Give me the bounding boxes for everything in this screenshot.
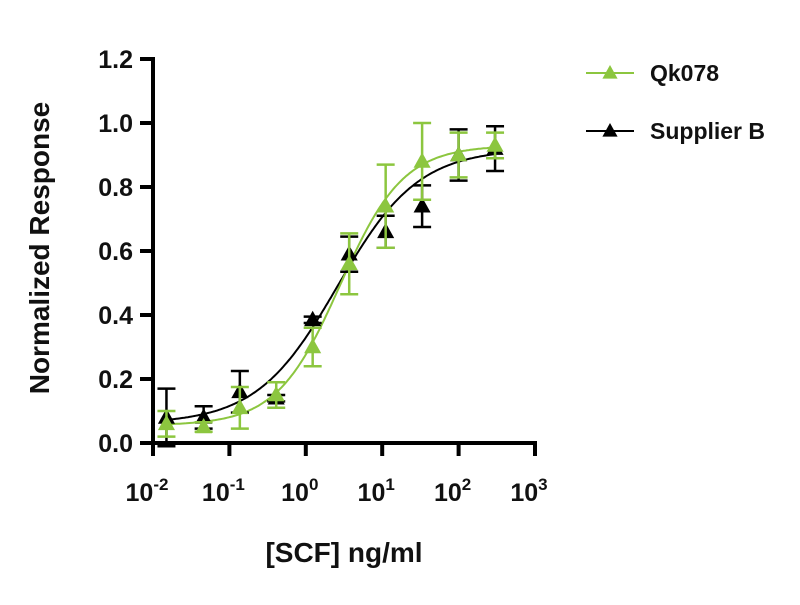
triangle-marker [157,414,176,431]
legend-marker [602,65,618,79]
triangle-marker [195,418,213,434]
triangle-marker [340,254,358,271]
triangle-marker [267,386,285,402]
x-tick-label: 10-1 [202,475,245,507]
x-tick-label: 100 [281,475,318,507]
data-point [303,310,322,327]
legend: Supplier B Qk078 [586,60,765,144]
triangle-marker [195,408,213,424]
y-tick-label: 1.0 [98,110,133,138]
triangle-marker [304,338,322,354]
y-tick-label: 0.8 [98,174,133,202]
y-tick-label: 0.0 [98,430,133,458]
y-axis-label: Normalized Response [24,102,55,395]
fit-curve-0 [166,146,496,426]
x-tick-label: 101 [358,475,395,507]
data-point [157,409,176,438]
data-point [376,163,395,250]
data-point [340,232,359,296]
data-point [194,418,213,434]
x-axis-label: [SCF] ng/ml [265,537,422,568]
y-tick-label: 0.6 [98,238,133,266]
data-point [230,385,249,430]
x-tick-label: 103 [510,475,547,507]
data-point [267,380,286,410]
data-point [486,131,505,160]
triangle-marker [231,398,249,415]
triangle-marker [486,136,504,152]
triangle-marker [377,197,395,213]
triangle-marker [413,152,431,168]
triangle-marker [450,146,468,162]
triangle-marker [413,197,431,213]
y-tick-label: 1.2 [98,46,133,74]
data-point [413,121,432,202]
legend-label: Supplier B [650,118,765,144]
data-point [303,326,322,368]
data-point [449,131,468,179]
y-tick-label: 0.4 [98,302,133,330]
fit-curve-1 [166,153,496,421]
x-tick-label: 102 [434,475,471,507]
legend-label: Qk078 [650,60,719,86]
triangle-marker [304,310,322,327]
y-tick-label: 0.2 [98,366,133,394]
x-tick-label: 10-2 [126,475,169,507]
legend-marker [602,123,618,137]
